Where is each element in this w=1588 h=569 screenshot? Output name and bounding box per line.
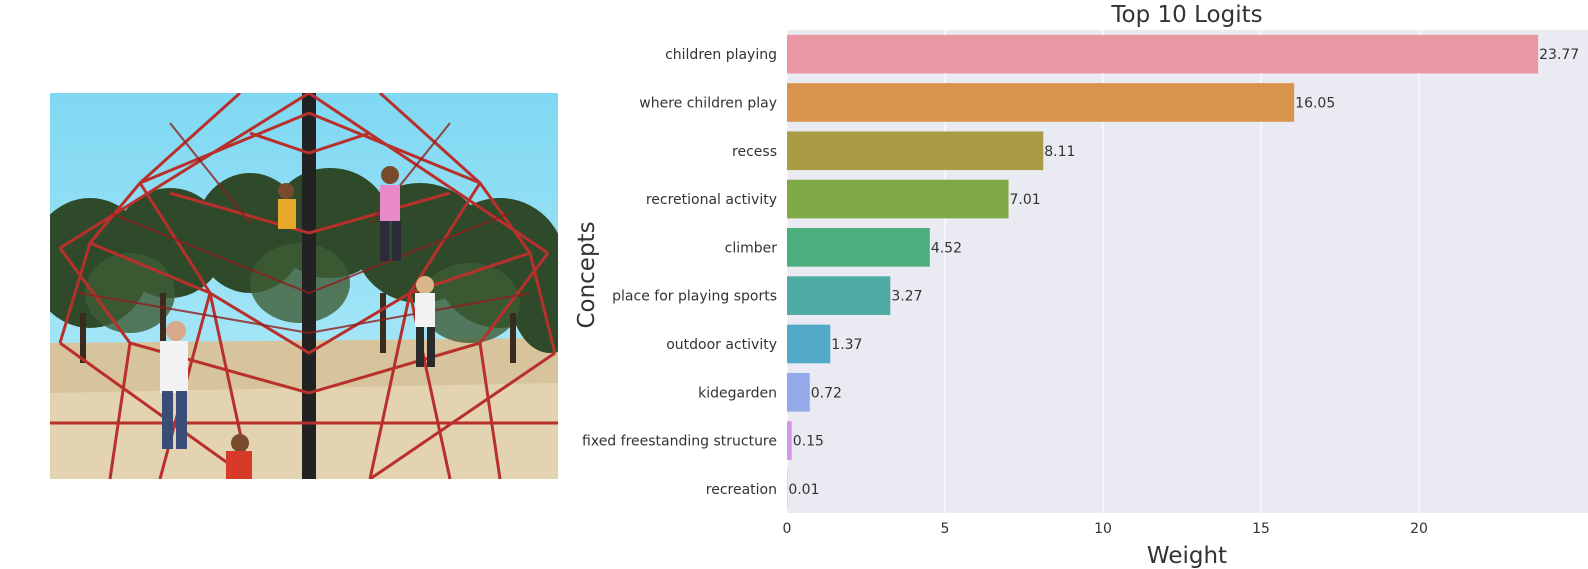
category-labels: children playing where children play reces… (582, 47, 777, 498)
bar (787, 324, 831, 364)
category-label: fixed freestanding structure (582, 434, 777, 450)
category-label: outdoor activity (666, 337, 777, 353)
bar (787, 179, 1009, 219)
value-labels: 23.77 16.05 8.11 7.01 4.52 3.27 1.37 0.72 0.15 0.… (788, 47, 1579, 498)
value-label: 7.01 (1010, 192, 1041, 208)
chart-title: Top 10 Logits (1110, 2, 1262, 28)
x-axis-title: Weight (1147, 543, 1227, 569)
value-label: 1.37 (831, 337, 862, 353)
category-label: place for playing sports (612, 289, 777, 305)
category-label: where children play (639, 95, 777, 111)
value-label: 23.77 (1539, 47, 1579, 63)
category-label: recess (732, 144, 777, 160)
category-label: climber (725, 240, 778, 256)
x-tick-label: 20 (1410, 521, 1428, 537)
value-label: 0.15 (793, 434, 824, 450)
bar (787, 131, 1044, 171)
value-label: 4.52 (931, 240, 962, 256)
bar (787, 83, 1295, 122)
x-tick-label: 0 (783, 521, 792, 537)
category-label: recretional activity (646, 192, 777, 208)
bar (787, 372, 810, 412)
value-label: 0.01 (788, 482, 819, 498)
value-label: 0.72 (811, 385, 842, 401)
category-label: recreation (706, 482, 777, 498)
y-axis-title: Concepts (574, 221, 600, 328)
x-tick-label: 10 (1094, 521, 1112, 537)
value-label: 3.27 (891, 289, 922, 305)
category-label: children playing (665, 47, 777, 63)
value-label: 16.05 (1295, 95, 1335, 111)
bars (787, 34, 1539, 509)
category-label: kidegarden (698, 385, 777, 401)
value-label: 8.11 (1044, 144, 1075, 160)
bar (787, 421, 792, 460)
bar (787, 228, 930, 267)
x-tick-labels: 0 5 10 15 20 (783, 521, 1428, 537)
playground-photo-art (50, 93, 558, 479)
bar (787, 34, 1539, 74)
bar (787, 276, 891, 315)
playground-photo (50, 93, 558, 479)
x-tick-label: 5 (941, 521, 950, 537)
x-tick-label: 15 (1252, 521, 1270, 537)
